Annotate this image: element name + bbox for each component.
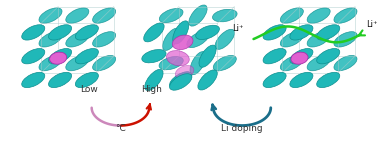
Ellipse shape: [75, 48, 98, 64]
Ellipse shape: [75, 72, 98, 88]
Ellipse shape: [170, 74, 192, 90]
Ellipse shape: [187, 31, 209, 48]
Ellipse shape: [170, 72, 192, 88]
Ellipse shape: [159, 9, 183, 23]
Ellipse shape: [48, 48, 71, 64]
Text: Li⁺: Li⁺: [232, 24, 244, 33]
Text: High: High: [142, 85, 163, 94]
Ellipse shape: [48, 72, 71, 88]
Text: Low: Low: [80, 85, 98, 94]
Ellipse shape: [22, 48, 45, 64]
Ellipse shape: [199, 45, 216, 67]
Ellipse shape: [175, 66, 194, 79]
Ellipse shape: [66, 8, 89, 23]
Ellipse shape: [280, 32, 304, 47]
Ellipse shape: [144, 23, 164, 42]
Ellipse shape: [291, 52, 308, 64]
Ellipse shape: [39, 8, 62, 23]
Ellipse shape: [263, 72, 286, 88]
Ellipse shape: [50, 52, 67, 64]
Ellipse shape: [93, 32, 116, 47]
Ellipse shape: [212, 9, 237, 22]
Ellipse shape: [263, 25, 286, 40]
Ellipse shape: [198, 70, 217, 90]
Ellipse shape: [163, 28, 180, 50]
Ellipse shape: [166, 51, 189, 66]
Ellipse shape: [66, 55, 89, 71]
Ellipse shape: [307, 55, 330, 71]
Ellipse shape: [334, 32, 357, 47]
Ellipse shape: [190, 52, 206, 75]
Ellipse shape: [307, 32, 330, 47]
Ellipse shape: [189, 5, 207, 26]
Ellipse shape: [22, 25, 45, 40]
Ellipse shape: [215, 29, 234, 49]
Ellipse shape: [66, 32, 89, 47]
Ellipse shape: [39, 55, 62, 71]
Text: Li doping: Li doping: [221, 124, 263, 133]
Ellipse shape: [307, 8, 330, 23]
Ellipse shape: [93, 8, 116, 23]
Ellipse shape: [172, 35, 193, 50]
Ellipse shape: [173, 21, 189, 44]
Ellipse shape: [317, 48, 340, 64]
Ellipse shape: [334, 8, 357, 23]
Ellipse shape: [213, 55, 236, 71]
Ellipse shape: [145, 69, 163, 91]
Ellipse shape: [22, 72, 45, 88]
Ellipse shape: [280, 8, 304, 23]
Ellipse shape: [290, 25, 313, 40]
Ellipse shape: [263, 48, 286, 64]
Ellipse shape: [75, 25, 98, 40]
Ellipse shape: [290, 72, 313, 88]
Ellipse shape: [290, 48, 313, 64]
Ellipse shape: [159, 57, 183, 70]
Ellipse shape: [142, 50, 166, 63]
Ellipse shape: [196, 25, 219, 40]
Ellipse shape: [280, 55, 304, 71]
Ellipse shape: [39, 32, 62, 47]
Text: °C: °C: [115, 124, 126, 133]
Ellipse shape: [317, 72, 340, 88]
Ellipse shape: [48, 25, 71, 40]
Ellipse shape: [93, 55, 116, 71]
Ellipse shape: [334, 55, 357, 71]
Ellipse shape: [317, 25, 340, 40]
Text: Li⁺: Li⁺: [367, 20, 378, 29]
